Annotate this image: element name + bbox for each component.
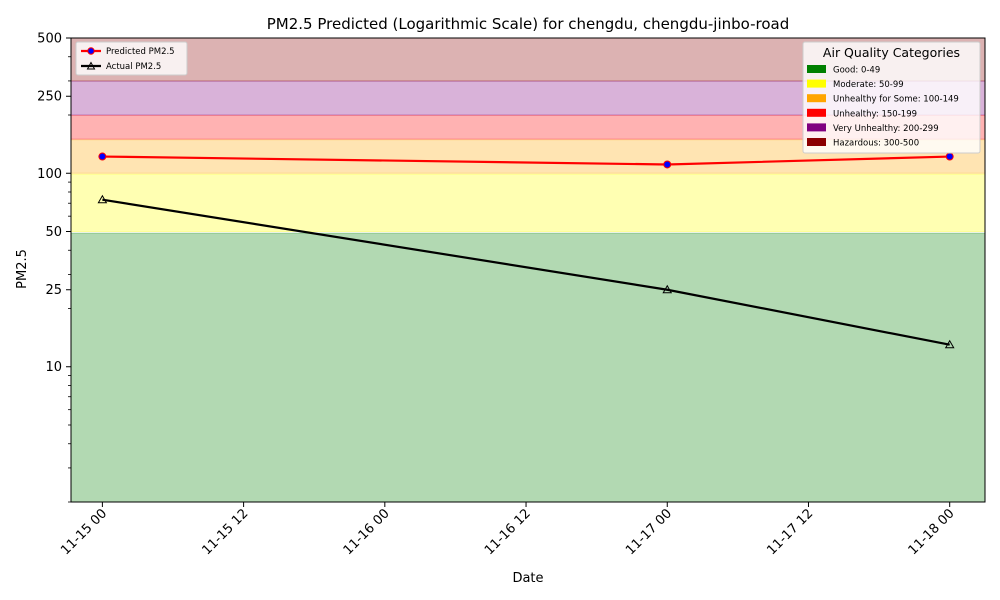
bands-legend-label-0: Good: 0-49 (833, 66, 880, 76)
chart-title: PM2.5 Predicted (Logarithmic Scale) for … (267, 15, 790, 33)
actual-point-0 (97, 194, 108, 204)
series-legend-box (75, 41, 188, 76)
bands-legend-label-5: Hazardous: 300-500 (833, 139, 919, 149)
band-1 (70, 173, 986, 232)
bands-legend: Air Quality Categories Good: 0-49 Moderate… (802, 41, 981, 154)
y-axis-ticks: 10 25 50 100 250 500 (37, 32, 71, 375)
bands-legend-swatch-1 (807, 79, 826, 88)
legend-label-1: Actual PM2.5 (106, 62, 161, 72)
bands-legend-swatch-4 (807, 123, 826, 132)
bands-legend-swatch-3 (807, 108, 826, 117)
y-tick-label-0: 10 (45, 360, 62, 375)
bands-legend-label-2: Unhealthy for Some: 100-149 (833, 95, 959, 105)
series-legend: Predicted PM2.5 Actual PM2.5 (75, 41, 188, 76)
x-tick-label-3: 11-16 12 (482, 506, 534, 558)
x-tick-label-6: 11-18 00 (906, 506, 958, 558)
y-tick-label-2: 50 (45, 225, 62, 240)
series-layer (97, 152, 955, 349)
predicted-point-2 (945, 152, 954, 161)
band-0 (70, 232, 986, 503)
bands-legend-swatch-5 (807, 138, 826, 146)
bands-legend-swatch-2 (807, 94, 826, 103)
bands-legend-box (802, 41, 981, 154)
series-line-1 (102, 198, 950, 346)
y-tick-label-3: 100 (37, 167, 62, 182)
bands-legend-label-4: Very Unhealthy: 200-299 (833, 124, 939, 134)
bands-legend-title: Air Quality Categories (823, 45, 960, 60)
bands-legend-label-1: Moderate: 50-99 (833, 80, 904, 90)
y-tick-label-4: 250 (37, 90, 62, 105)
x-axis-ticks: 11-15 00 11-15 12 11-16 00 11-16 12 11-17 00… (58, 502, 958, 558)
x-axis-label: Date (512, 571, 543, 586)
plot-frame (70, 37, 986, 503)
x-tick-label-4: 11-17 00 (623, 506, 675, 558)
y-axis-label: PM2.5 (15, 249, 30, 289)
x-tick-label-0: 11-15 00 (58, 506, 110, 558)
predicted-point-0 (98, 152, 107, 161)
legend-label-0: Predicted PM2.5 (106, 47, 175, 57)
actual-point-2 (944, 339, 955, 349)
y-tick-label-1: 25 (45, 283, 62, 298)
legend-marker-0 (87, 47, 95, 55)
predicted-point-1 (663, 160, 672, 169)
y-tick-label-5: 500 (37, 32, 62, 47)
x-tick-label-5: 11-17 12 (764, 506, 816, 558)
legend-marker-1 (86, 61, 96, 70)
actual-point-1 (662, 284, 673, 294)
x-tick-label-1: 11-15 12 (199, 506, 251, 558)
bands-legend-label-3: Unhealthy: 150-199 (833, 109, 917, 119)
x-tick-label-2: 11-16 00 (341, 506, 393, 558)
bands-legend-swatch-0 (807, 65, 826, 73)
